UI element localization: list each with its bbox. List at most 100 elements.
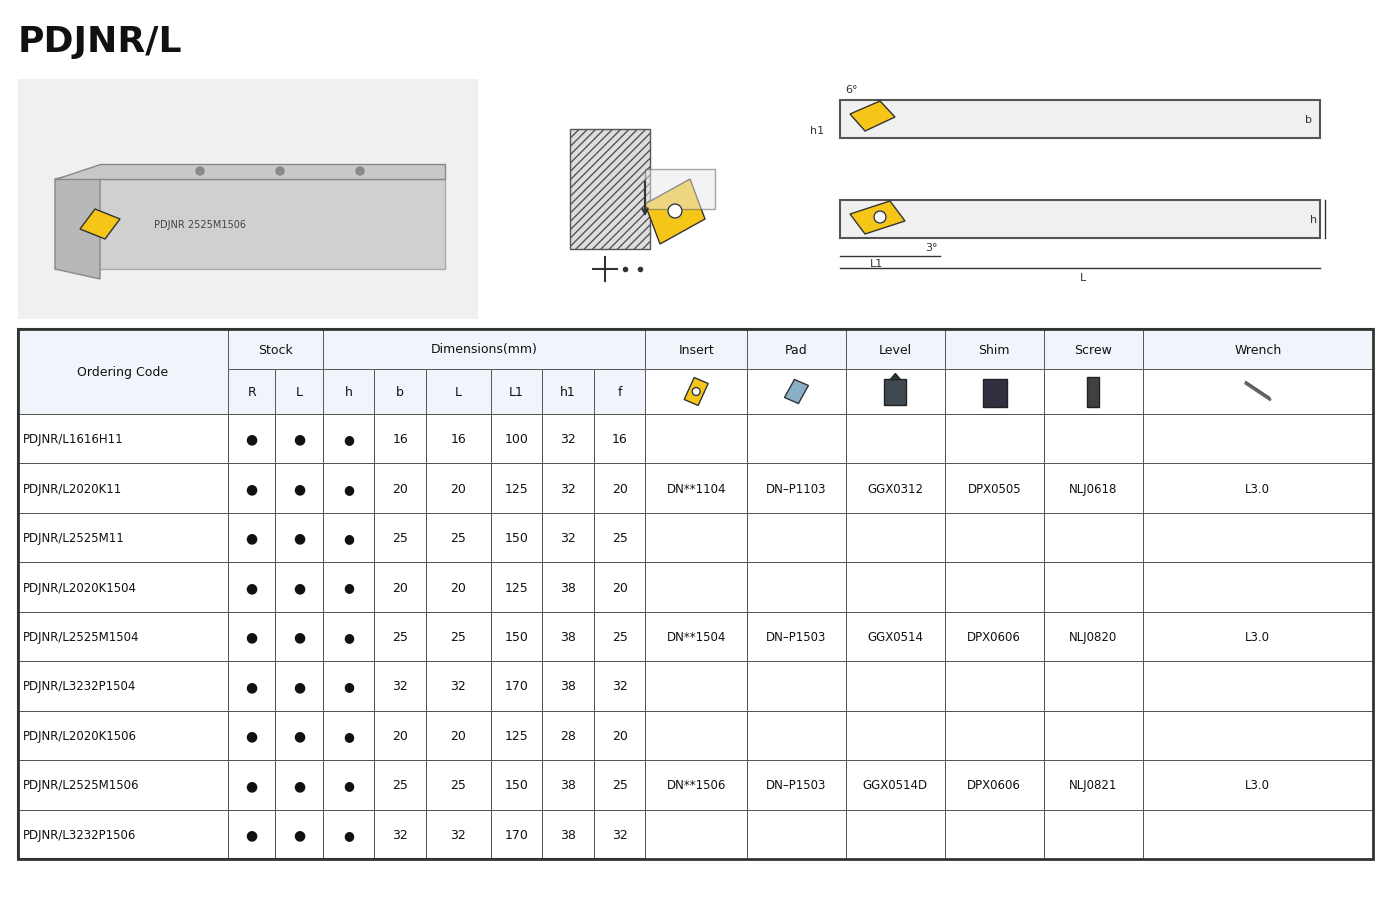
Text: Level: Level: [879, 343, 912, 356]
Text: 16: 16: [450, 433, 466, 446]
Text: 20: 20: [611, 581, 628, 594]
Text: 32: 32: [560, 531, 577, 545]
FancyBboxPatch shape: [1142, 562, 1374, 711]
FancyBboxPatch shape: [646, 330, 747, 369]
Text: ●: ●: [292, 827, 305, 842]
Text: DN–P1103: DN–P1103: [766, 482, 826, 495]
Text: NLJ0618: NLJ0618: [1069, 482, 1117, 495]
Text: 28: 28: [560, 729, 577, 742]
Text: 3°: 3°: [924, 243, 937, 253]
Text: Shim: Shim: [979, 343, 1010, 356]
Text: 16: 16: [392, 433, 407, 446]
FancyBboxPatch shape: [845, 369, 945, 414]
FancyBboxPatch shape: [646, 711, 747, 859]
Text: R: R: [247, 386, 256, 399]
Text: PDJNR/L1616H11: PDJNR/L1616H11: [24, 433, 123, 446]
FancyBboxPatch shape: [1044, 711, 1142, 859]
Text: ●: ●: [245, 679, 258, 693]
Text: DN**1506: DN**1506: [667, 778, 726, 791]
FancyBboxPatch shape: [323, 330, 646, 369]
Text: 32: 32: [392, 680, 407, 693]
Text: 20: 20: [450, 482, 466, 495]
Text: f: f: [617, 386, 622, 399]
Text: ●: ●: [245, 827, 258, 842]
FancyBboxPatch shape: [845, 330, 945, 369]
Text: PDJNR/L2525M11: PDJNR/L2525M11: [24, 531, 125, 545]
Text: ●: ●: [245, 531, 258, 545]
Text: 150: 150: [505, 778, 528, 791]
FancyBboxPatch shape: [845, 711, 945, 859]
Text: L: L: [1080, 273, 1087, 283]
Text: L1: L1: [509, 386, 524, 399]
Circle shape: [692, 388, 700, 396]
Text: 150: 150: [505, 630, 528, 643]
Text: 25: 25: [392, 531, 407, 545]
Text: ●: ●: [344, 433, 353, 446]
Polygon shape: [55, 165, 445, 180]
FancyBboxPatch shape: [1044, 369, 1142, 414]
Text: 125: 125: [505, 729, 528, 742]
Text: GGX0514D: GGX0514D: [863, 778, 927, 791]
Text: PDJNR/L2020K11: PDJNR/L2020K11: [24, 482, 122, 495]
Text: PDJNR/L2525M1506: PDJNR/L2525M1506: [24, 778, 140, 791]
FancyBboxPatch shape: [884, 379, 906, 405]
FancyBboxPatch shape: [945, 330, 1044, 369]
Text: L3.0: L3.0: [1246, 482, 1271, 495]
Text: 38: 38: [560, 680, 577, 693]
Text: ●: ●: [344, 482, 353, 495]
Text: 20: 20: [450, 581, 466, 594]
Text: GGX0312: GGX0312: [868, 482, 923, 495]
Text: 20: 20: [611, 729, 628, 742]
Text: 25: 25: [450, 630, 466, 643]
Text: b: b: [1306, 115, 1313, 125]
Text: 20: 20: [392, 482, 407, 495]
Text: NLJ0821: NLJ0821: [1069, 778, 1117, 791]
Text: PDJNR/L3232P1506: PDJNR/L3232P1506: [24, 828, 136, 841]
Text: 125: 125: [505, 581, 528, 594]
FancyBboxPatch shape: [840, 101, 1319, 139]
FancyBboxPatch shape: [55, 180, 445, 269]
Text: DPX0606: DPX0606: [967, 630, 1021, 643]
Text: 150: 150: [505, 531, 528, 545]
Text: 32: 32: [560, 482, 577, 495]
Text: ●: ●: [245, 581, 258, 595]
Text: ●: ●: [292, 679, 305, 693]
Circle shape: [356, 168, 365, 176]
Text: 100: 100: [505, 433, 528, 446]
Text: 6°: 6°: [845, 85, 858, 95]
Text: GGX0514: GGX0514: [868, 630, 923, 643]
Text: ●: ●: [245, 482, 258, 495]
Text: h: h: [1310, 215, 1317, 225]
Text: 170: 170: [505, 680, 528, 693]
Text: Ordering Code: Ordering Code: [78, 366, 169, 379]
Text: L: L: [455, 386, 462, 399]
FancyBboxPatch shape: [542, 369, 593, 414]
Polygon shape: [644, 180, 705, 244]
Text: 20: 20: [611, 482, 628, 495]
Text: 32: 32: [560, 433, 577, 446]
Text: 25: 25: [611, 778, 628, 791]
Text: 38: 38: [560, 581, 577, 594]
Text: 25: 25: [450, 778, 466, 791]
Text: DN–P1503: DN–P1503: [766, 778, 826, 791]
Text: ●: ●: [344, 729, 353, 742]
Text: PDJNR/L2525M1504: PDJNR/L2525M1504: [24, 630, 140, 643]
Text: Dimensions(mm): Dimensions(mm): [431, 343, 538, 356]
Text: L3.0: L3.0: [1246, 630, 1271, 643]
Text: 25: 25: [392, 630, 407, 643]
Text: 32: 32: [392, 828, 407, 841]
Text: ●: ●: [344, 630, 353, 643]
Text: 38: 38: [560, 778, 577, 791]
Text: ●: ●: [292, 729, 305, 743]
Polygon shape: [685, 378, 708, 406]
Text: PDJNR/L: PDJNR/L: [18, 25, 183, 59]
Text: Screw: Screw: [1074, 343, 1112, 356]
Text: h: h: [345, 386, 352, 399]
FancyBboxPatch shape: [945, 711, 1044, 859]
FancyBboxPatch shape: [747, 369, 845, 414]
Text: DN**1104: DN**1104: [667, 482, 726, 495]
FancyBboxPatch shape: [1044, 414, 1142, 562]
Text: ●: ●: [292, 432, 305, 447]
Text: Insert: Insert: [678, 343, 714, 356]
Text: ●: ●: [344, 581, 353, 594]
